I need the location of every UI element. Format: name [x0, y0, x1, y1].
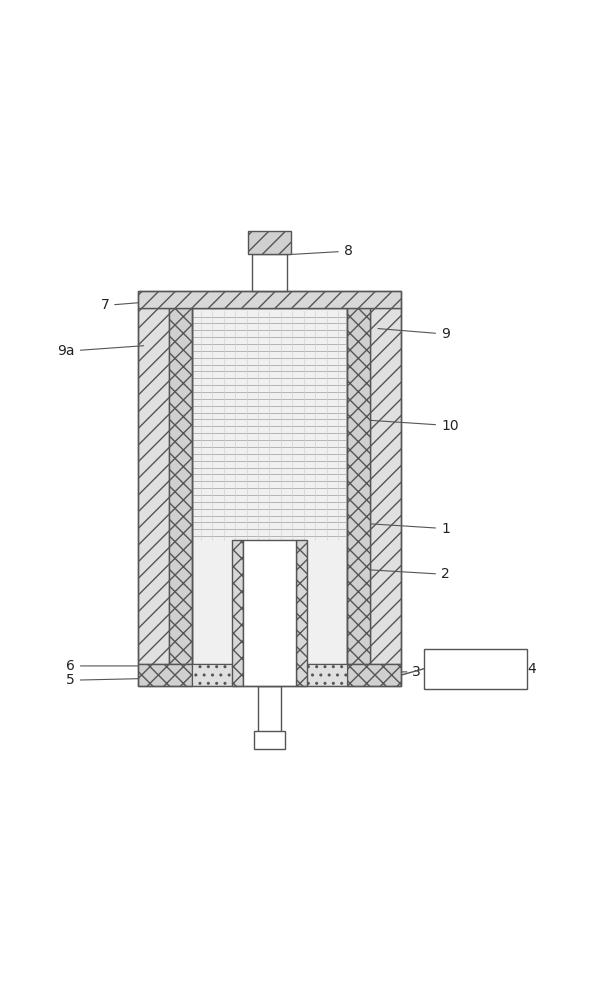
Bar: [169, 308, 192, 664]
Bar: [243, 540, 296, 686]
Text: 5: 5: [66, 673, 144, 687]
Bar: [138, 291, 401, 308]
Bar: [192, 664, 238, 686]
Text: 8: 8: [283, 244, 353, 258]
Text: 9: 9: [378, 327, 450, 341]
Bar: [370, 308, 401, 664]
Bar: [232, 540, 243, 686]
Bar: [138, 291, 401, 308]
Bar: [347, 664, 401, 686]
Text: 7: 7: [101, 298, 172, 312]
Bar: [192, 664, 238, 686]
Bar: [347, 308, 370, 664]
Bar: [248, 231, 291, 254]
Bar: [370, 308, 401, 664]
Text: 4: 4: [467, 662, 536, 676]
Text: 10: 10: [367, 419, 459, 433]
Bar: [258, 686, 281, 743]
Text: 6: 6: [66, 659, 138, 673]
Bar: [138, 308, 169, 664]
Text: 3: 3: [327, 665, 421, 679]
Bar: [347, 664, 401, 686]
Bar: [138, 291, 401, 686]
Bar: [300, 664, 347, 686]
Bar: [169, 308, 192, 664]
Bar: [254, 731, 285, 749]
Bar: [424, 649, 527, 689]
Bar: [296, 540, 306, 686]
Bar: [252, 254, 287, 291]
Bar: [232, 540, 243, 686]
Bar: [138, 664, 192, 686]
Bar: [296, 540, 306, 686]
Text: 2: 2: [352, 567, 450, 581]
Text: 1: 1: [358, 522, 450, 536]
Bar: [300, 664, 347, 686]
Bar: [248, 231, 291, 254]
Bar: [138, 664, 192, 686]
Bar: [138, 308, 169, 664]
Text: 9a: 9a: [57, 344, 144, 358]
Bar: [347, 308, 370, 664]
Bar: [192, 308, 347, 664]
